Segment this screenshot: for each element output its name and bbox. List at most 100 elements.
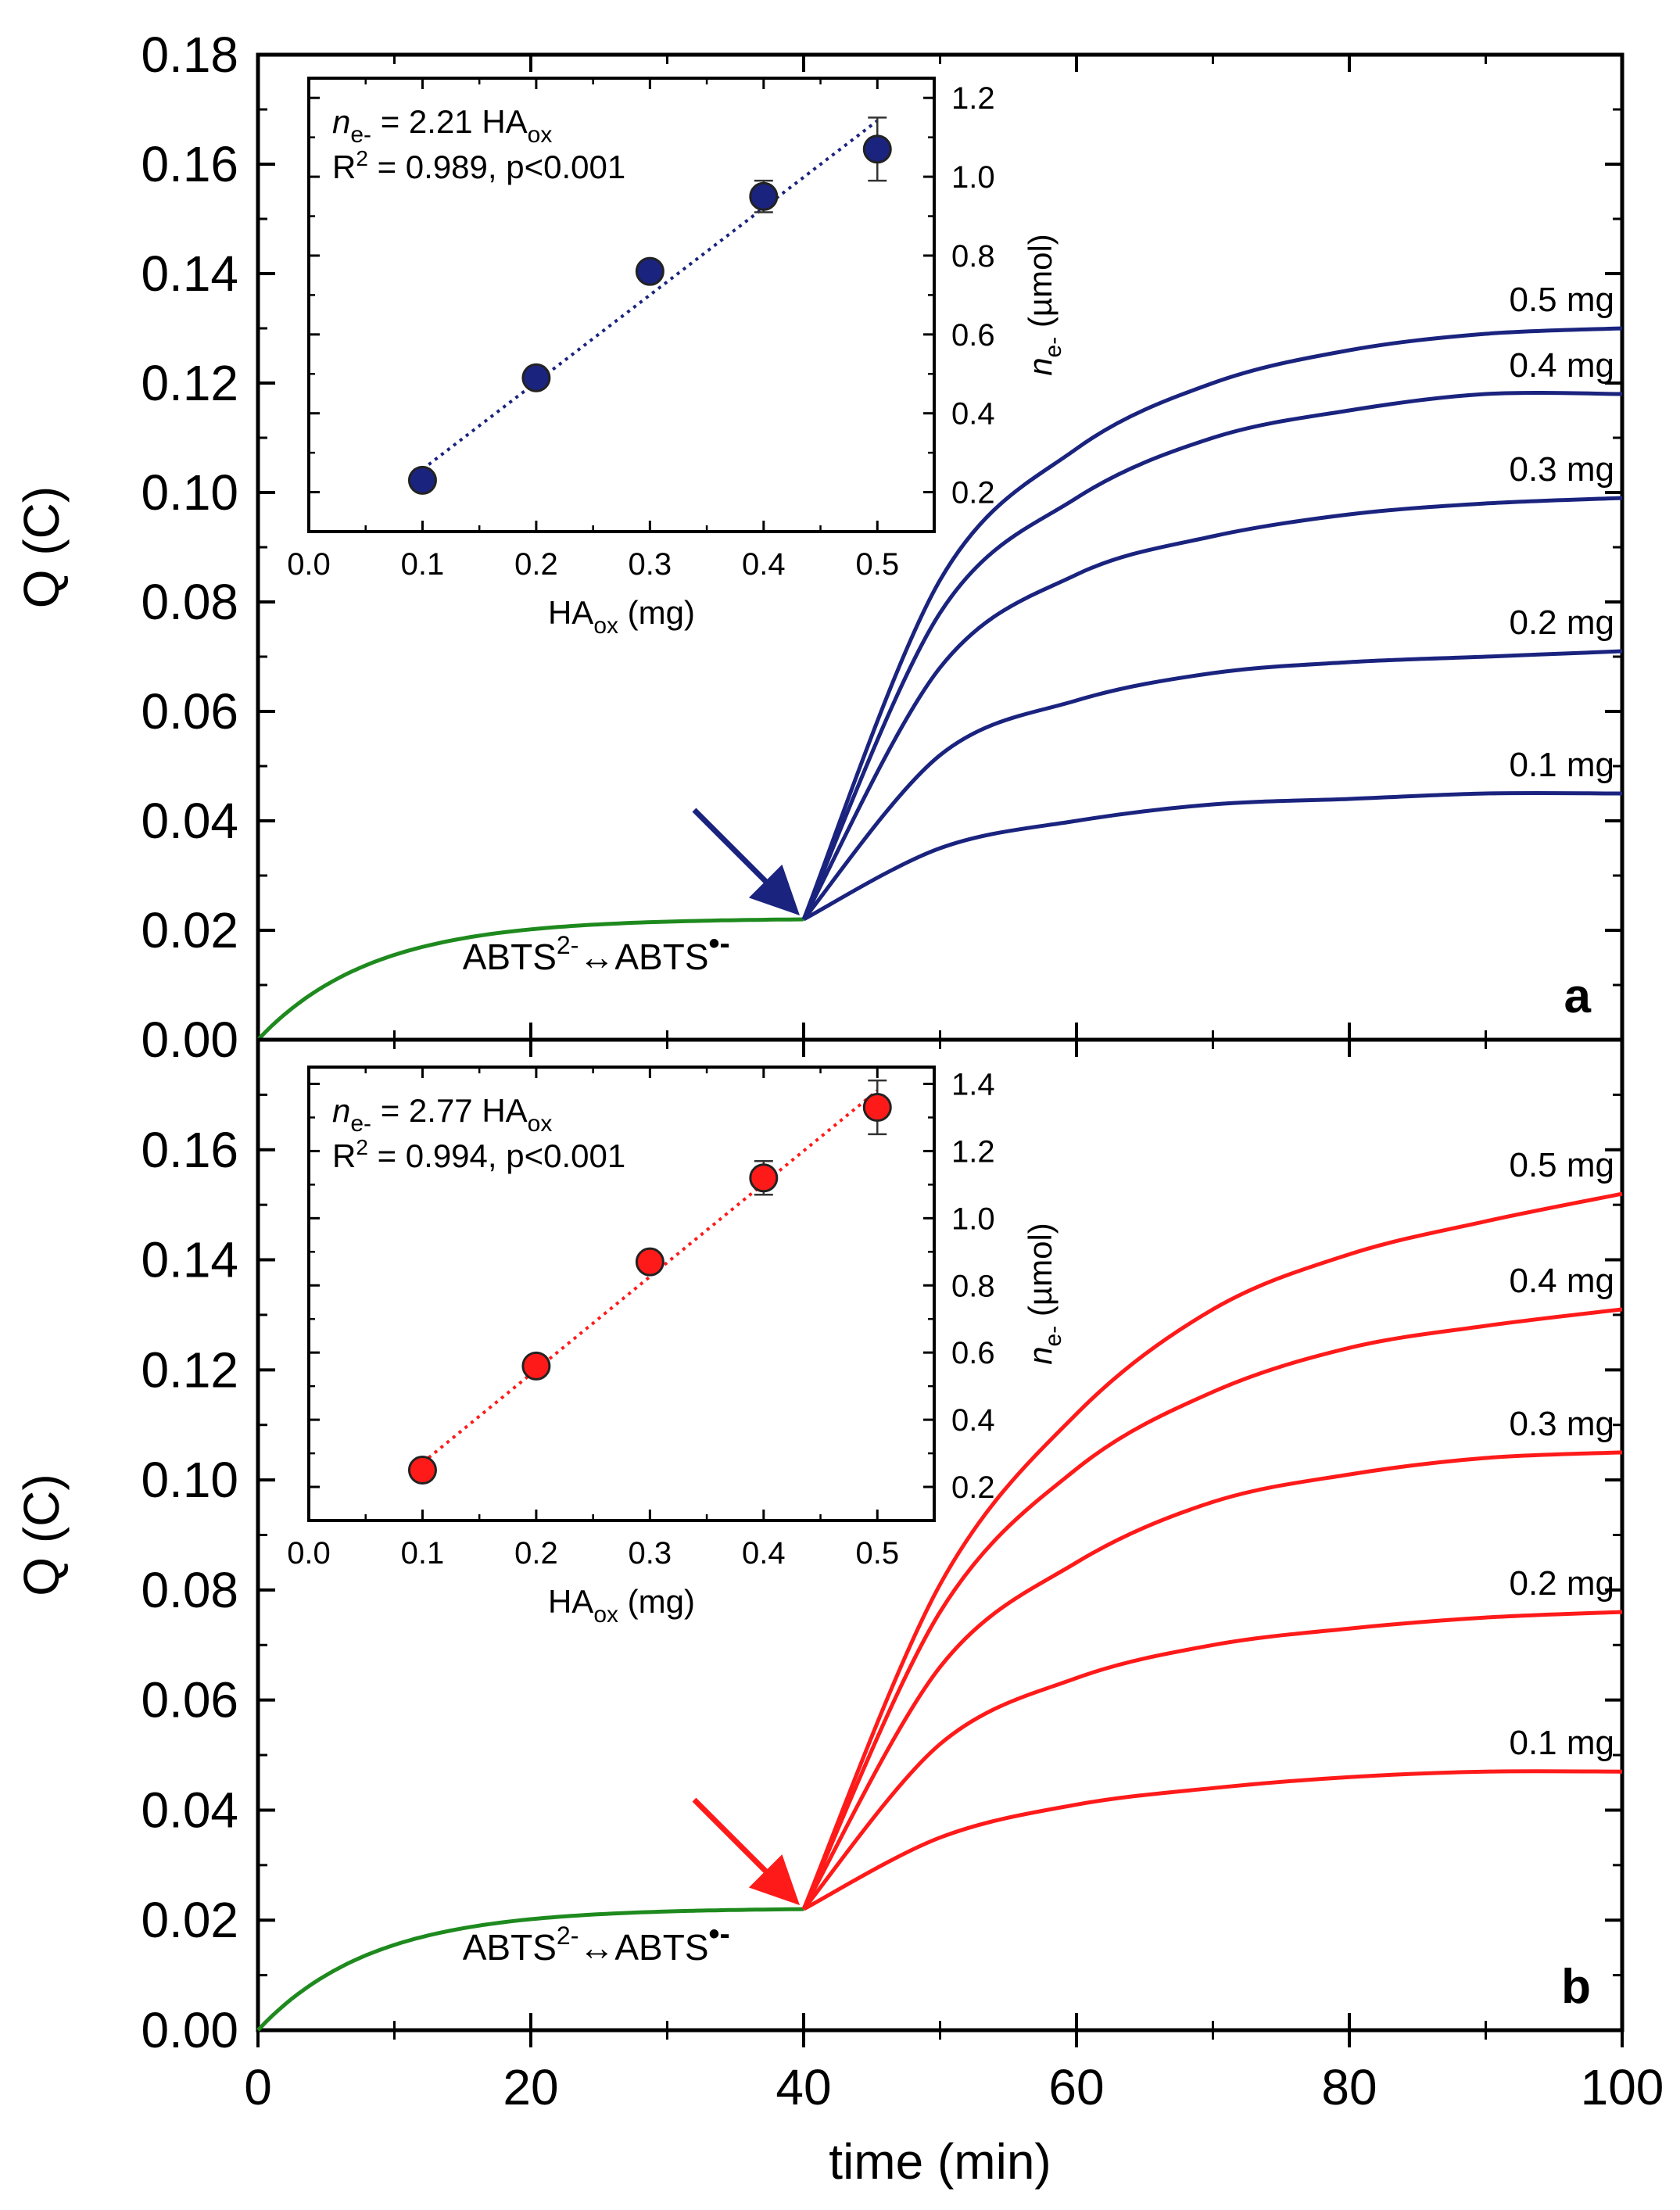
x-tick-label: 60 bbox=[1048, 2059, 1104, 2115]
inset-data-point bbox=[635, 1247, 664, 1277]
arrow-head bbox=[748, 864, 800, 915]
y-tick-label: 0.08 bbox=[141, 574, 238, 630]
x-tick-label: 100 bbox=[1581, 2059, 1664, 2115]
inset-y-tick-label: 1.4 bbox=[951, 1067, 995, 1101]
inset-y-label: ne- (µmol) bbox=[1022, 234, 1066, 376]
y-tick-label: 0.12 bbox=[141, 1341, 238, 1398]
baseline-annotation: ABTS2-↔ABTS•- bbox=[463, 1917, 730, 1968]
inset-y-tick-label: 0.2 bbox=[951, 476, 995, 510]
series-label: 0.1 mg bbox=[1509, 746, 1614, 784]
series-label: 0.3 mg bbox=[1509, 450, 1614, 489]
inset-y-tick-label: 0.4 bbox=[951, 397, 995, 432]
series-curve bbox=[802, 790, 1623, 922]
inset-x-tick-label: 0.1 bbox=[401, 547, 445, 582]
inset-x-tick-label: 0.1 bbox=[401, 1536, 445, 1571]
series-label: 0.5 mg bbox=[1509, 1146, 1614, 1184]
inset-data-point bbox=[749, 181, 779, 211]
y-tick-label: 0.06 bbox=[141, 1672, 238, 1728]
series-curve bbox=[802, 1769, 1623, 1911]
panel-letter: b bbox=[1561, 1960, 1591, 2014]
y-tick-label: 0.06 bbox=[141, 683, 238, 740]
inset-y-tick-label: 0.4 bbox=[951, 1403, 995, 1438]
y-tick-label: 0.00 bbox=[141, 2002, 238, 2058]
series-curve bbox=[802, 1610, 1623, 1911]
inset-chart: 0.0 0.1 0.2 0.3 0.4 0.5 HAox (mg) 0.2 0.4 0.6 0.8 1… bbox=[287, 77, 1066, 639]
y-tick-label: 0.16 bbox=[141, 1122, 238, 1178]
inset-x-tick-label: 0.0 bbox=[287, 1536, 331, 1571]
inset-fit-line bbox=[421, 119, 879, 471]
inset-data-point bbox=[862, 1093, 892, 1123]
panel-letter: a bbox=[1564, 969, 1592, 1023]
inset-x-tick-label: 0.2 bbox=[514, 547, 558, 582]
inset-y-tick-label: 0.6 bbox=[951, 1336, 995, 1370]
inset-x-tick-label: 0.4 bbox=[742, 1536, 786, 1571]
y-tick-label: 0.04 bbox=[141, 793, 238, 849]
y-tick-label: 0.10 bbox=[141, 464, 238, 521]
series-label: 0.4 mg bbox=[1509, 1262, 1614, 1300]
inset-r2: R2 = 0.989, p<0.001 bbox=[332, 146, 625, 185]
series-curve bbox=[801, 496, 1623, 921]
inset-data-point bbox=[635, 256, 664, 286]
inset-y-tick-label: 0.8 bbox=[951, 1269, 995, 1303]
panel-a: 0.00 0.02 0.04 0.06 0.08 0.10 0.12 0.14 0.16 0.18… bbox=[13, 27, 1624, 1068]
y-axis-label: Q (C) bbox=[13, 486, 70, 608]
y-tick-label: 0.04 bbox=[141, 1782, 238, 1838]
y-axis-label: Q (C) bbox=[13, 1474, 70, 1596]
y-tick-label: 0.16 bbox=[141, 136, 238, 192]
inset-data-point bbox=[862, 134, 892, 164]
inset-y-tick-label: 1.0 bbox=[951, 160, 995, 195]
arrow-shaft bbox=[692, 1797, 771, 1876]
series-label: 0.2 mg bbox=[1509, 1564, 1614, 1603]
y-tick-label: 0.08 bbox=[141, 1562, 238, 1618]
inset-x-tick-label: 0.0 bbox=[287, 547, 331, 582]
inset-x-tick-label: 0.4 bbox=[742, 547, 786, 582]
inset-x-tick-label: 0.5 bbox=[855, 547, 899, 582]
inset-x-label: HAox (mg) bbox=[548, 1583, 695, 1628]
y-tick-label: 0.02 bbox=[141, 1892, 238, 1948]
x-axis-label: time (min) bbox=[829, 2133, 1051, 2190]
series-curve bbox=[801, 1450, 1623, 1911]
inset-y-tick-label: 0.6 bbox=[951, 318, 995, 353]
inset-x-label: HAox (mg) bbox=[548, 594, 695, 639]
y-tick-label: 0.00 bbox=[141, 1012, 238, 1068]
x-tick-label: 0 bbox=[244, 2059, 272, 2115]
inset-data-point bbox=[407, 465, 437, 495]
series-curve bbox=[801, 1191, 1623, 1911]
inset-x-tick-label: 0.5 bbox=[855, 1536, 899, 1571]
y-tick-label: 0.14 bbox=[141, 1232, 238, 1288]
arrow-shaft bbox=[692, 808, 771, 887]
inset-equation: ne- = 2.21 HAox bbox=[332, 103, 552, 148]
arrow-head bbox=[748, 1854, 800, 1906]
y-tick-label: 0.12 bbox=[141, 355, 238, 411]
inset-data-point bbox=[749, 1163, 779, 1193]
inset-r2: R2 = 0.994, p<0.001 bbox=[332, 1135, 625, 1174]
inset-y-tick-label: 1.2 bbox=[951, 81, 995, 116]
y-tick-label: 0.10 bbox=[141, 1452, 238, 1508]
panel-b: 0.000.020.040.060.080.100.120.140.160 20 4… bbox=[13, 1037, 1664, 2190]
inset-y-tick-label: 0.2 bbox=[951, 1470, 995, 1505]
series-label: 0.2 mg bbox=[1509, 604, 1614, 642]
y-tick-label: 0.18 bbox=[141, 27, 238, 83]
inset-chart: 0.0 0.1 0.2 0.3 0.4 0.5 HAox (mg) 0.2 0.4 0.6 0.8 1… bbox=[287, 1066, 1066, 1628]
inset-y-tick-label: 1.2 bbox=[951, 1134, 995, 1169]
baseline-curve bbox=[256, 917, 804, 1041]
inset-data-point bbox=[407, 1456, 437, 1485]
y-tick-label: 0.02 bbox=[141, 902, 238, 958]
inset-data-point bbox=[521, 363, 551, 392]
baseline-annotation: ABTS2-↔ABTS•- bbox=[463, 926, 730, 977]
series-label: 0.4 mg bbox=[1509, 346, 1614, 385]
baseline-curve bbox=[256, 1907, 804, 2032]
inset-x-tick-label: 0.3 bbox=[629, 1536, 672, 1571]
inset-y-tick-label: 1.0 bbox=[951, 1202, 995, 1236]
inset-y-label: ne- (µmol) bbox=[1022, 1223, 1066, 1365]
series-curve bbox=[801, 390, 1623, 921]
inset-equation: ne- = 2.77 HAox bbox=[332, 1092, 552, 1137]
inset-x-tick-label: 0.3 bbox=[629, 547, 672, 582]
x-tick-label: 40 bbox=[776, 2059, 831, 2115]
series-label: 0.5 mg bbox=[1509, 281, 1614, 319]
inset-data-point bbox=[521, 1351, 551, 1381]
inset-y-tick-label: 0.8 bbox=[951, 239, 995, 274]
series-curve bbox=[801, 326, 1623, 920]
x-tick-label: 20 bbox=[503, 2059, 558, 2115]
